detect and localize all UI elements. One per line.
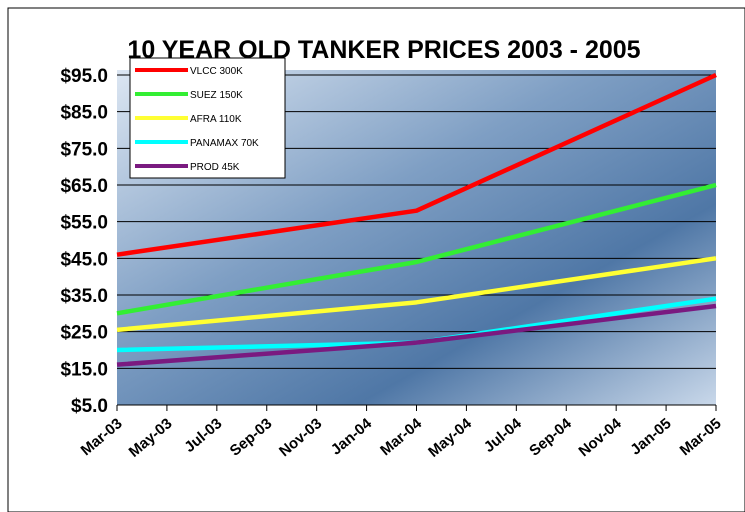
chart-title: 10 YEAR OLD TANKER PRICES 2003 - 2005	[127, 36, 641, 64]
series-line	[116, 303, 717, 367]
y-tick-label: $55.0	[60, 213, 108, 234]
y-tick-label: $65.0	[60, 176, 108, 197]
series-line	[116, 72, 717, 257]
y-tick-label: $85.0	[60, 103, 108, 124]
legend-label: PROD 45K	[190, 162, 240, 173]
series-line	[116, 182, 717, 316]
legend-label: SUEZ 150K	[190, 90, 243, 101]
y-tick-label: $35.0	[60, 286, 108, 307]
y-tick-label: $95.0	[60, 66, 108, 87]
series-line	[116, 256, 717, 333]
y-tick-label: $75.0	[60, 139, 108, 160]
legend-label: VLCC 300K	[190, 66, 243, 77]
y-tick-label: $45.0	[60, 249, 108, 270]
legend-label: AFRA 110K	[190, 114, 242, 125]
y-tick-label: $15.0	[60, 359, 108, 380]
legend-label: PANAMAX 70K	[190, 138, 259, 149]
y-tick-label: $25.0	[60, 323, 108, 344]
y-tick-label: $5.0	[71, 396, 108, 417]
